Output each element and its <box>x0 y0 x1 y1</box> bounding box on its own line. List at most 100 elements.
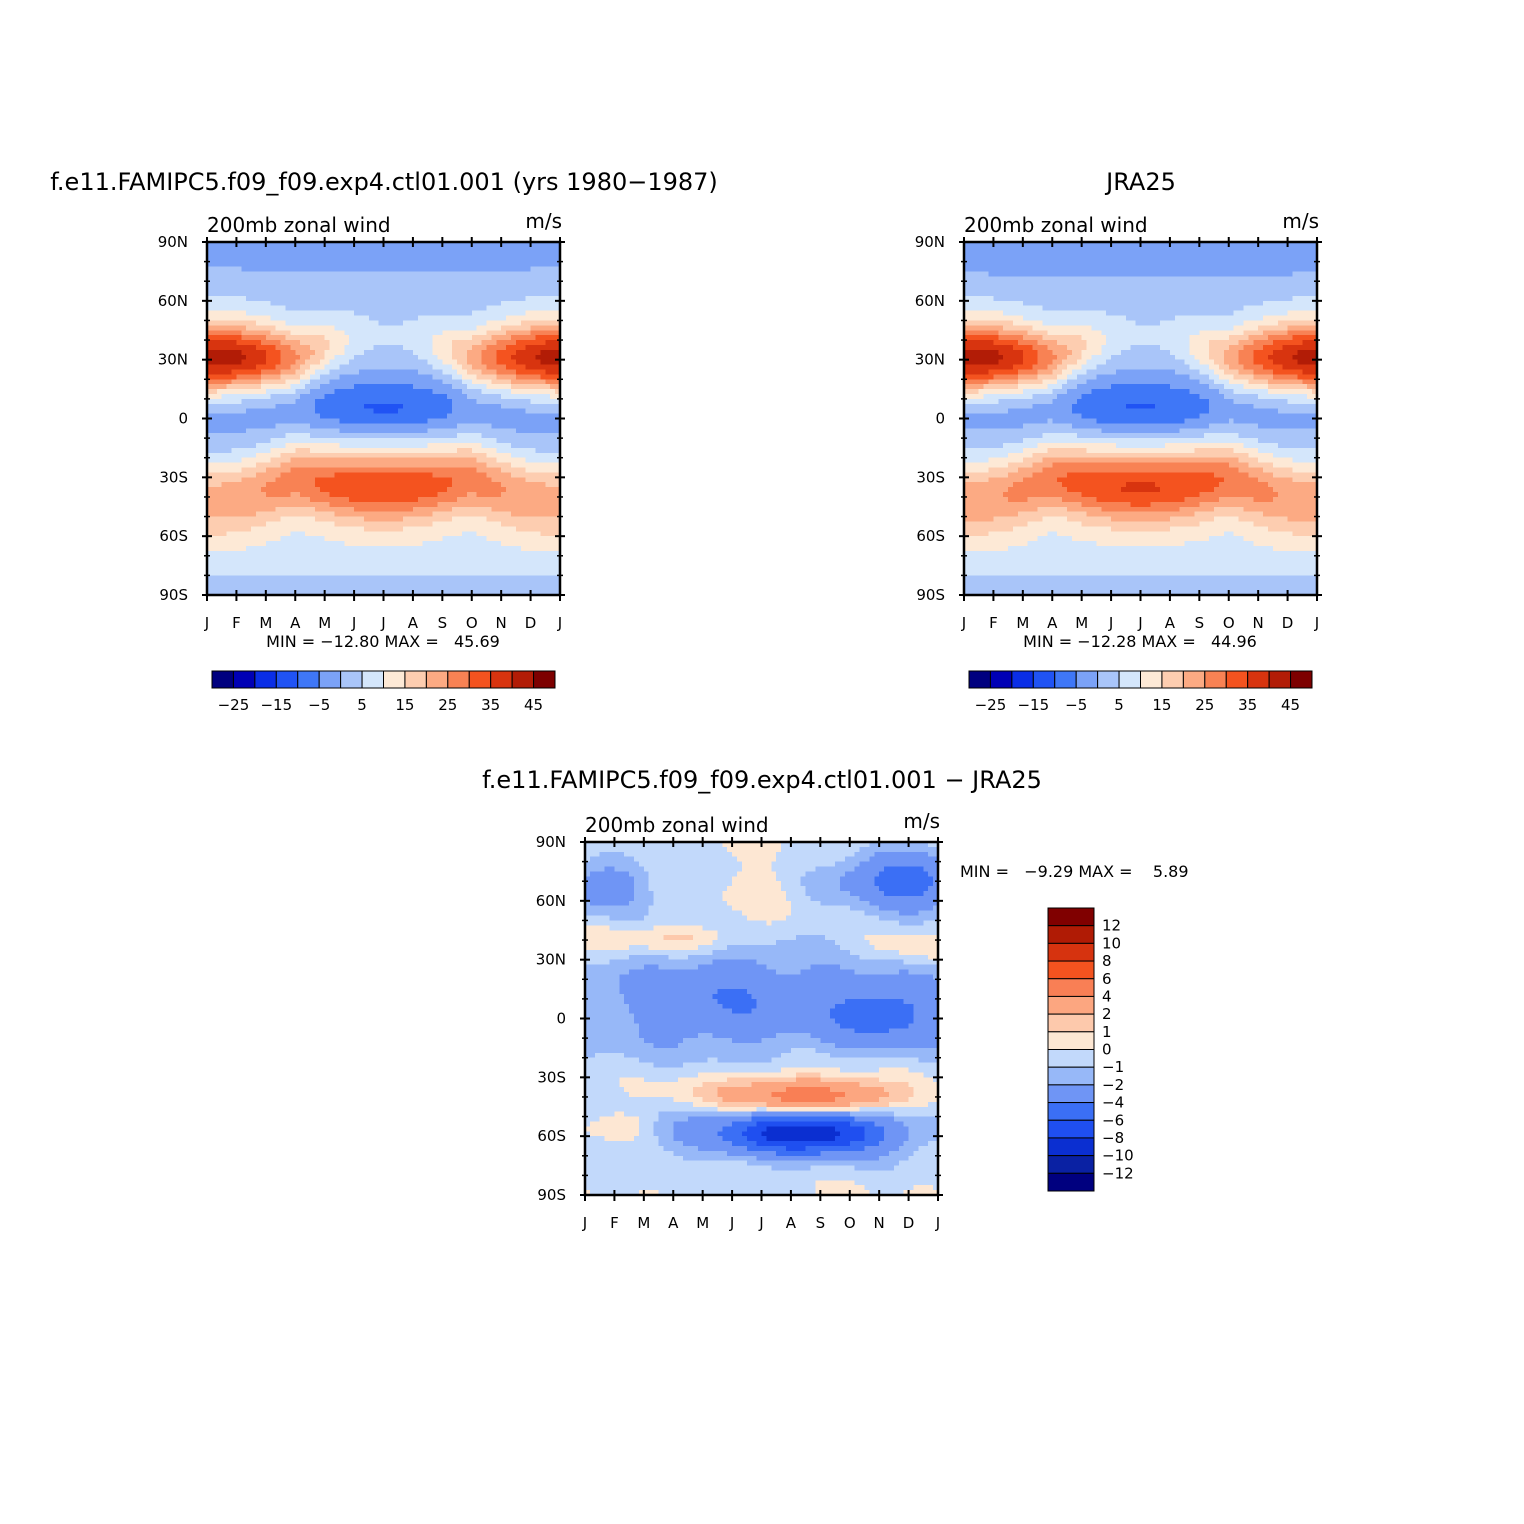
field-cell <box>354 545 360 552</box>
field-cell <box>246 438 252 444</box>
field-cell <box>388 354 394 361</box>
field-cell <box>226 340 233 346</box>
field-cell <box>354 266 360 273</box>
field-cell <box>265 374 272 380</box>
field-cell <box>461 452 468 459</box>
field-cell <box>437 501 443 508</box>
field-cell <box>466 295 473 302</box>
field-cell <box>496 555 502 562</box>
field-cell <box>427 438 434 444</box>
field-cell <box>486 364 492 371</box>
field-cell <box>501 511 507 518</box>
field-cell <box>265 286 272 292</box>
field-cell <box>437 379 443 385</box>
field-cell <box>275 408 282 415</box>
field-cell <box>354 330 360 336</box>
field-cell <box>236 492 242 498</box>
field-cell <box>275 354 282 361</box>
field-cell <box>260 330 267 336</box>
field-cell <box>417 251 424 258</box>
field-cell <box>530 374 537 380</box>
field-cell <box>363 261 370 268</box>
field-cell <box>427 393 434 400</box>
field-cell <box>555 295 561 302</box>
field-cell <box>324 555 331 562</box>
field-cell <box>354 246 360 253</box>
field-cell <box>231 443 238 449</box>
field-cell <box>373 251 380 258</box>
field-cell <box>437 369 443 375</box>
field-cell <box>344 389 350 395</box>
field-cell <box>290 344 296 351</box>
field-cell <box>295 443 301 449</box>
field-cell <box>403 242 409 248</box>
field-cell <box>309 281 316 287</box>
field-cell <box>408 565 414 572</box>
field-cell <box>334 472 340 478</box>
field-cell <box>256 271 262 277</box>
field-cell <box>491 545 497 552</box>
field-cell <box>530 575 537 581</box>
field-cell <box>305 526 311 532</box>
field-cell <box>457 403 463 410</box>
field-cell <box>476 349 483 356</box>
field-cell <box>496 462 502 469</box>
field-cell <box>403 359 409 366</box>
field-cell <box>216 447 223 454</box>
field-cell <box>481 511 488 518</box>
field-cell <box>373 349 380 356</box>
field-cell <box>368 374 375 380</box>
field-cell <box>515 428 522 434</box>
field-cell <box>300 492 306 498</box>
field-cell <box>329 310 336 317</box>
field-cell <box>295 506 301 513</box>
field-cell <box>447 575 453 581</box>
field-cell <box>427 286 434 292</box>
field-cell <box>525 398 532 405</box>
field-cell <box>344 369 350 375</box>
field-cell <box>334 565 340 572</box>
left-label: 200mb zonal wind <box>207 213 391 237</box>
field-cell <box>555 413 561 420</box>
field-cell <box>466 492 473 498</box>
field-cell <box>265 492 272 498</box>
field-cell <box>251 516 257 523</box>
field-cell <box>525 384 532 390</box>
field-cell <box>256 482 262 488</box>
field-cell <box>555 472 561 478</box>
field-cell <box>417 276 424 282</box>
field-cell <box>403 413 409 420</box>
field-cell <box>452 398 458 405</box>
field-cell <box>319 531 326 537</box>
field-cell <box>486 398 492 405</box>
field-cell <box>378 565 385 572</box>
field-cell <box>358 286 365 292</box>
field-cell <box>501 516 507 523</box>
field-cell <box>295 501 301 508</box>
field-cell <box>466 541 473 547</box>
field-cell <box>368 246 375 253</box>
field-cell <box>422 359 429 366</box>
field-cell <box>207 447 213 454</box>
field-cell <box>520 374 527 380</box>
field-cell <box>452 384 458 390</box>
field-cell <box>535 364 541 371</box>
field-cell <box>314 472 321 478</box>
field-cell <box>324 526 331 532</box>
field-cell <box>363 315 370 322</box>
field-cell <box>256 496 262 503</box>
field-cell <box>260 575 267 581</box>
field-cell <box>555 369 561 375</box>
field-cell <box>530 418 537 424</box>
field-cell <box>501 403 507 410</box>
field-cell <box>270 477 277 483</box>
field-cell <box>422 340 429 346</box>
field-cell <box>496 354 502 361</box>
field-cell <box>280 472 287 478</box>
field-cell <box>515 555 522 562</box>
field-cell <box>481 496 488 503</box>
field-cell <box>515 565 522 572</box>
field-cell <box>270 384 277 390</box>
field-cell <box>344 516 350 523</box>
field-cell <box>241 384 247 390</box>
